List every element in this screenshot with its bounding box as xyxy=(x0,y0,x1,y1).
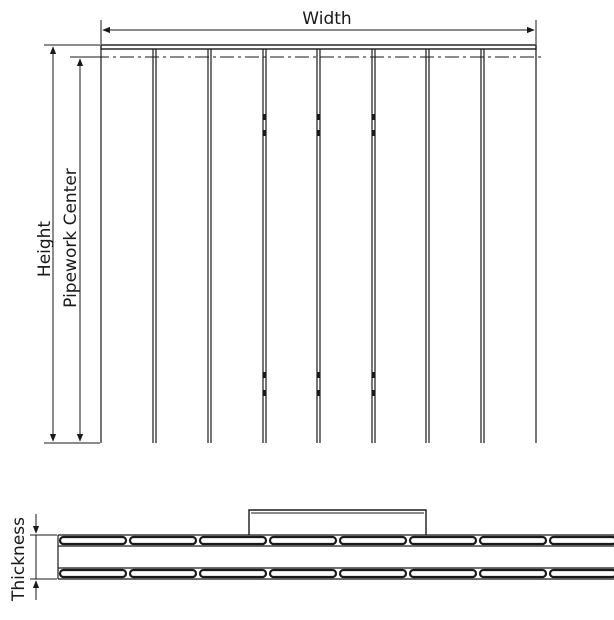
tube-profile xyxy=(58,568,128,579)
side-view xyxy=(30,509,614,600)
tube-profiles-bottom xyxy=(58,568,614,579)
wall-bracket xyxy=(248,509,427,535)
tube-profile xyxy=(478,535,548,546)
pipework-center-dimension xyxy=(72,56,100,442)
tube-profile xyxy=(408,568,478,579)
top-header-bar xyxy=(100,44,537,50)
thickness-dimension xyxy=(30,514,57,600)
tube-profile xyxy=(338,535,408,546)
height-label: Height xyxy=(35,221,55,278)
pipework-center-label: Pipework Center xyxy=(61,168,81,308)
width-dimension xyxy=(100,20,537,44)
tube-profile xyxy=(198,535,268,546)
thickness-label: Thickness xyxy=(9,517,29,602)
tube-profile xyxy=(268,535,338,546)
tube-profile xyxy=(478,568,548,579)
column-tubes xyxy=(100,49,537,443)
tube-profile xyxy=(268,568,338,579)
tube-profile xyxy=(338,568,408,579)
bracket-marks xyxy=(263,114,375,396)
front-view xyxy=(44,20,544,444)
width-label: Width xyxy=(302,9,351,29)
tube-profile xyxy=(58,535,128,546)
height-dimension xyxy=(44,44,100,444)
tube-profile xyxy=(128,535,198,546)
tube-profile xyxy=(408,535,478,546)
tube-profile xyxy=(128,568,198,579)
tube-profile xyxy=(548,535,614,546)
tube-profile xyxy=(548,568,614,579)
tube-profiles-top xyxy=(58,535,614,546)
tube-profile xyxy=(198,568,268,579)
